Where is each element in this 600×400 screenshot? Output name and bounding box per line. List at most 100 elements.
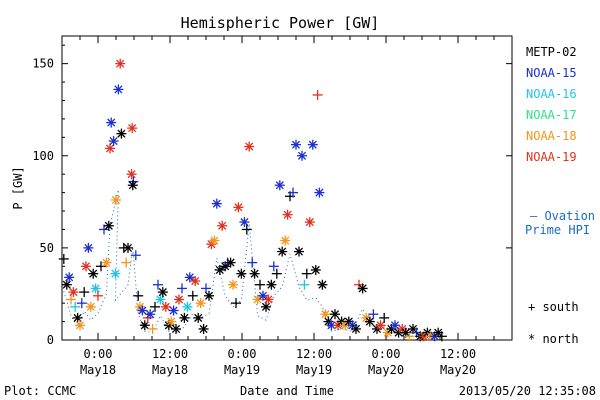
north-point [198, 323, 209, 334]
x-tick-label-date: May18 [80, 363, 116, 377]
south-point [247, 257, 258, 268]
north-point [351, 323, 361, 334]
legend-item: METP-02 [526, 45, 577, 59]
x-tick-label-time: 12:00 [152, 347, 188, 361]
south-point [93, 290, 103, 301]
south-point [79, 287, 90, 298]
north-point [145, 309, 156, 320]
plot-credit: Plot: CCMC [4, 384, 76, 398]
north-point [108, 136, 119, 147]
north-point [217, 220, 228, 231]
south-point [133, 290, 144, 301]
ovation-line [63, 189, 439, 334]
y-axis-ticks: 0 50 100 150 [32, 44, 512, 347]
south-point [288, 187, 298, 198]
north-point [297, 150, 307, 161]
north-point [127, 180, 138, 191]
north-point [280, 235, 291, 246]
south-point [201, 283, 211, 294]
north-point [157, 287, 168, 298]
north-point [258, 290, 268, 301]
south-point [268, 261, 279, 272]
south-point [368, 309, 379, 320]
y-axis-label: P [GW] [11, 166, 25, 209]
x-axis-label: Date and Time [240, 384, 334, 398]
south-point [255, 279, 265, 290]
north-point [116, 128, 127, 139]
north-point [314, 187, 325, 198]
north-point [90, 283, 101, 294]
x-tick-label-date: May19 [296, 363, 332, 377]
north-point [390, 320, 400, 331]
south-point [147, 323, 158, 334]
south-point [58, 253, 69, 264]
legend-item: NOAA-15 [526, 66, 577, 80]
ovation-label-line2: Prime HPI [525, 223, 590, 237]
data-points [58, 58, 447, 342]
legend-item: NOAA-17 [526, 108, 577, 122]
x-tick-label-time: 12:00 [440, 347, 476, 361]
south-point [299, 279, 310, 290]
north-point [317, 279, 328, 290]
south-point [436, 331, 447, 342]
x-axis-ticks: 0:00 May18 12:00 May18 0:00 May19 12:00 May19 0:… [79, 36, 513, 377]
north-point [81, 261, 91, 272]
x-tick-label-date: May20 [440, 363, 476, 377]
ovation-label-line1: — Ovation [530, 209, 595, 223]
south-point [301, 268, 312, 279]
north-point [126, 169, 137, 180]
south-point [66, 294, 76, 305]
south-point [187, 290, 198, 301]
north-point [106, 117, 117, 128]
north-point [211, 198, 222, 209]
south-point [177, 283, 187, 294]
north-point [233, 202, 244, 213]
legend: METP-02 NOAA-15 NOAA-16 NOAA-17 NOAA-18 NOAA-… [526, 45, 577, 164]
south-point [241, 224, 252, 235]
north-point [88, 268, 99, 279]
y-tick-label: 0 [47, 333, 54, 347]
north-point [127, 123, 138, 134]
north-point [101, 257, 112, 268]
north-point [274, 180, 285, 191]
north-point [83, 242, 94, 253]
y-tick-label: 100 [32, 149, 54, 163]
north-point [214, 264, 225, 275]
north-point [113, 84, 124, 95]
north-point [168, 305, 179, 316]
north-point [204, 290, 214, 301]
south-point [312, 89, 323, 100]
north-point [166, 316, 177, 327]
north-point [330, 309, 340, 320]
legend-item: NOAA-18 [526, 129, 577, 143]
chart-title: Hemispheric Power [GW] [181, 14, 380, 32]
north-point [103, 220, 114, 231]
south-point [121, 257, 132, 268]
north-point [64, 272, 75, 283]
x-tick-label-time: 0:00 [372, 347, 401, 361]
south-point [153, 279, 163, 290]
north-point [123, 242, 133, 253]
timestamp: 2013/05/20 12:35:08 [459, 384, 596, 398]
x-tick-label-date: May20 [368, 363, 404, 377]
north-point [111, 194, 121, 205]
north-point [105, 143, 115, 154]
north-point [249, 268, 260, 279]
south-point [404, 331, 415, 342]
legend-item: NOAA-16 [526, 87, 577, 101]
north-point [179, 312, 190, 323]
south-point [70, 301, 81, 312]
north-point [193, 312, 204, 323]
south-point [379, 312, 390, 323]
north-point [266, 279, 277, 290]
north-point [110, 268, 121, 279]
ovation-legend: — Ovation Prime HPI [525, 209, 595, 237]
north-point [357, 283, 368, 294]
north-marker-legend: * north [528, 332, 579, 346]
north-point [239, 217, 250, 228]
y-tick-label: 50 [40, 241, 54, 255]
north-point [115, 58, 126, 69]
north-point [137, 305, 148, 316]
north-point [160, 301, 171, 312]
y-tick-label: 150 [32, 57, 54, 71]
